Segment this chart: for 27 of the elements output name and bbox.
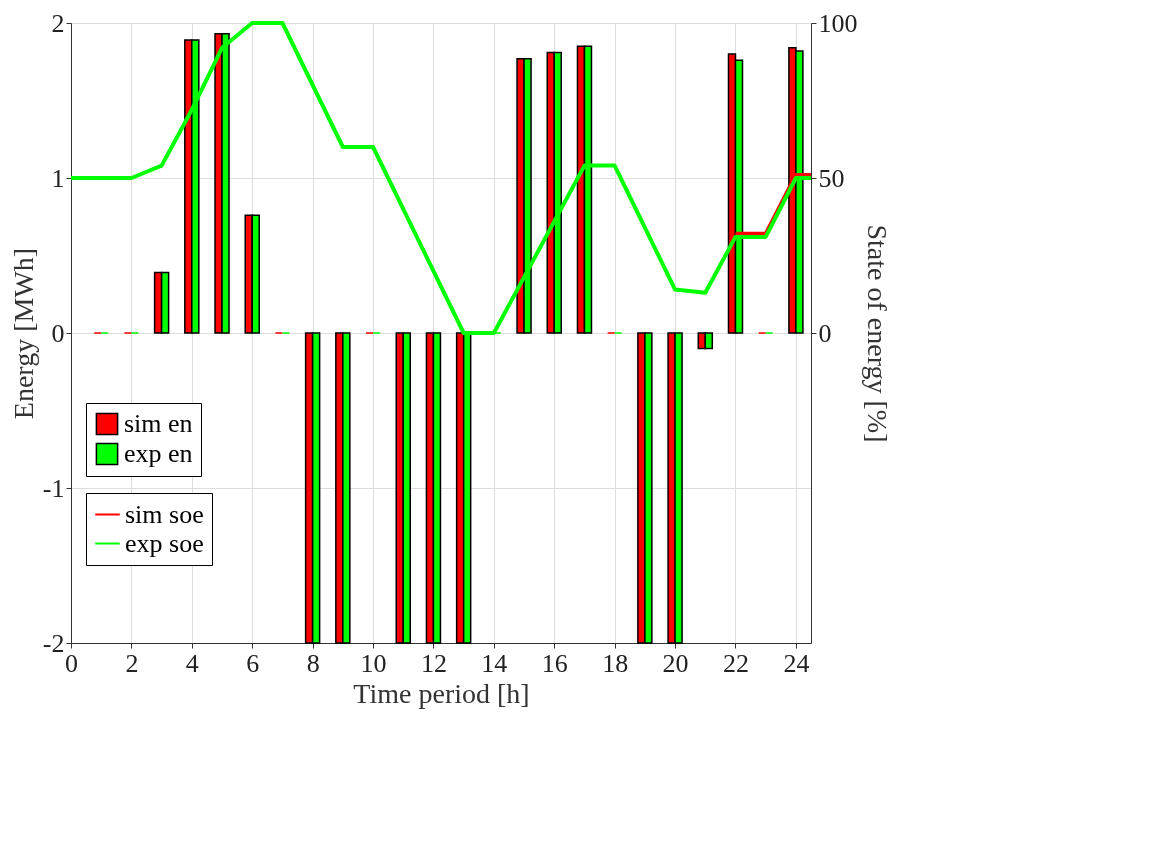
legend-label: sim soe (125, 499, 204, 529)
y-tick-label: -1 (42, 473, 65, 503)
legend-label: sim en (124, 409, 193, 438)
y2-tick-label: 0 (818, 318, 832, 348)
y-tick-label: 0 (51, 318, 65, 348)
x-tick-label: 22 (722, 648, 749, 678)
x-tick-label: 12 (420, 648, 447, 678)
legend-label: exp soe (125, 528, 204, 558)
x-tick-label: 20 (662, 648, 689, 678)
y2-tick-label: 50 (818, 163, 845, 193)
legend-label: exp en (124, 439, 193, 468)
y-tick-label: 1 (51, 163, 65, 193)
x-tick-label: 14 (481, 648, 508, 678)
y-tick-label: 2 (51, 8, 65, 38)
y-tick-label: -2 (42, 628, 65, 658)
x-tick-label: 4 (185, 648, 199, 678)
x-tick-label: 10 (360, 648, 387, 678)
x-tick-label: 2 (125, 648, 139, 678)
x-tick-label: 18 (602, 648, 629, 678)
x-tick-label: 8 (306, 648, 320, 678)
x-tick-label: 16 (541, 648, 568, 678)
x-tick-label: 24 (783, 648, 810, 678)
y2-axis-title: State of energy [%] (861, 224, 893, 443)
y2-tick-label: 100 (818, 8, 858, 38)
x-axis-title: Time period [h] (353, 677, 530, 709)
x-tick-label: 6 (246, 648, 260, 678)
y-axis-title: Energy [MWh] (7, 247, 39, 420)
